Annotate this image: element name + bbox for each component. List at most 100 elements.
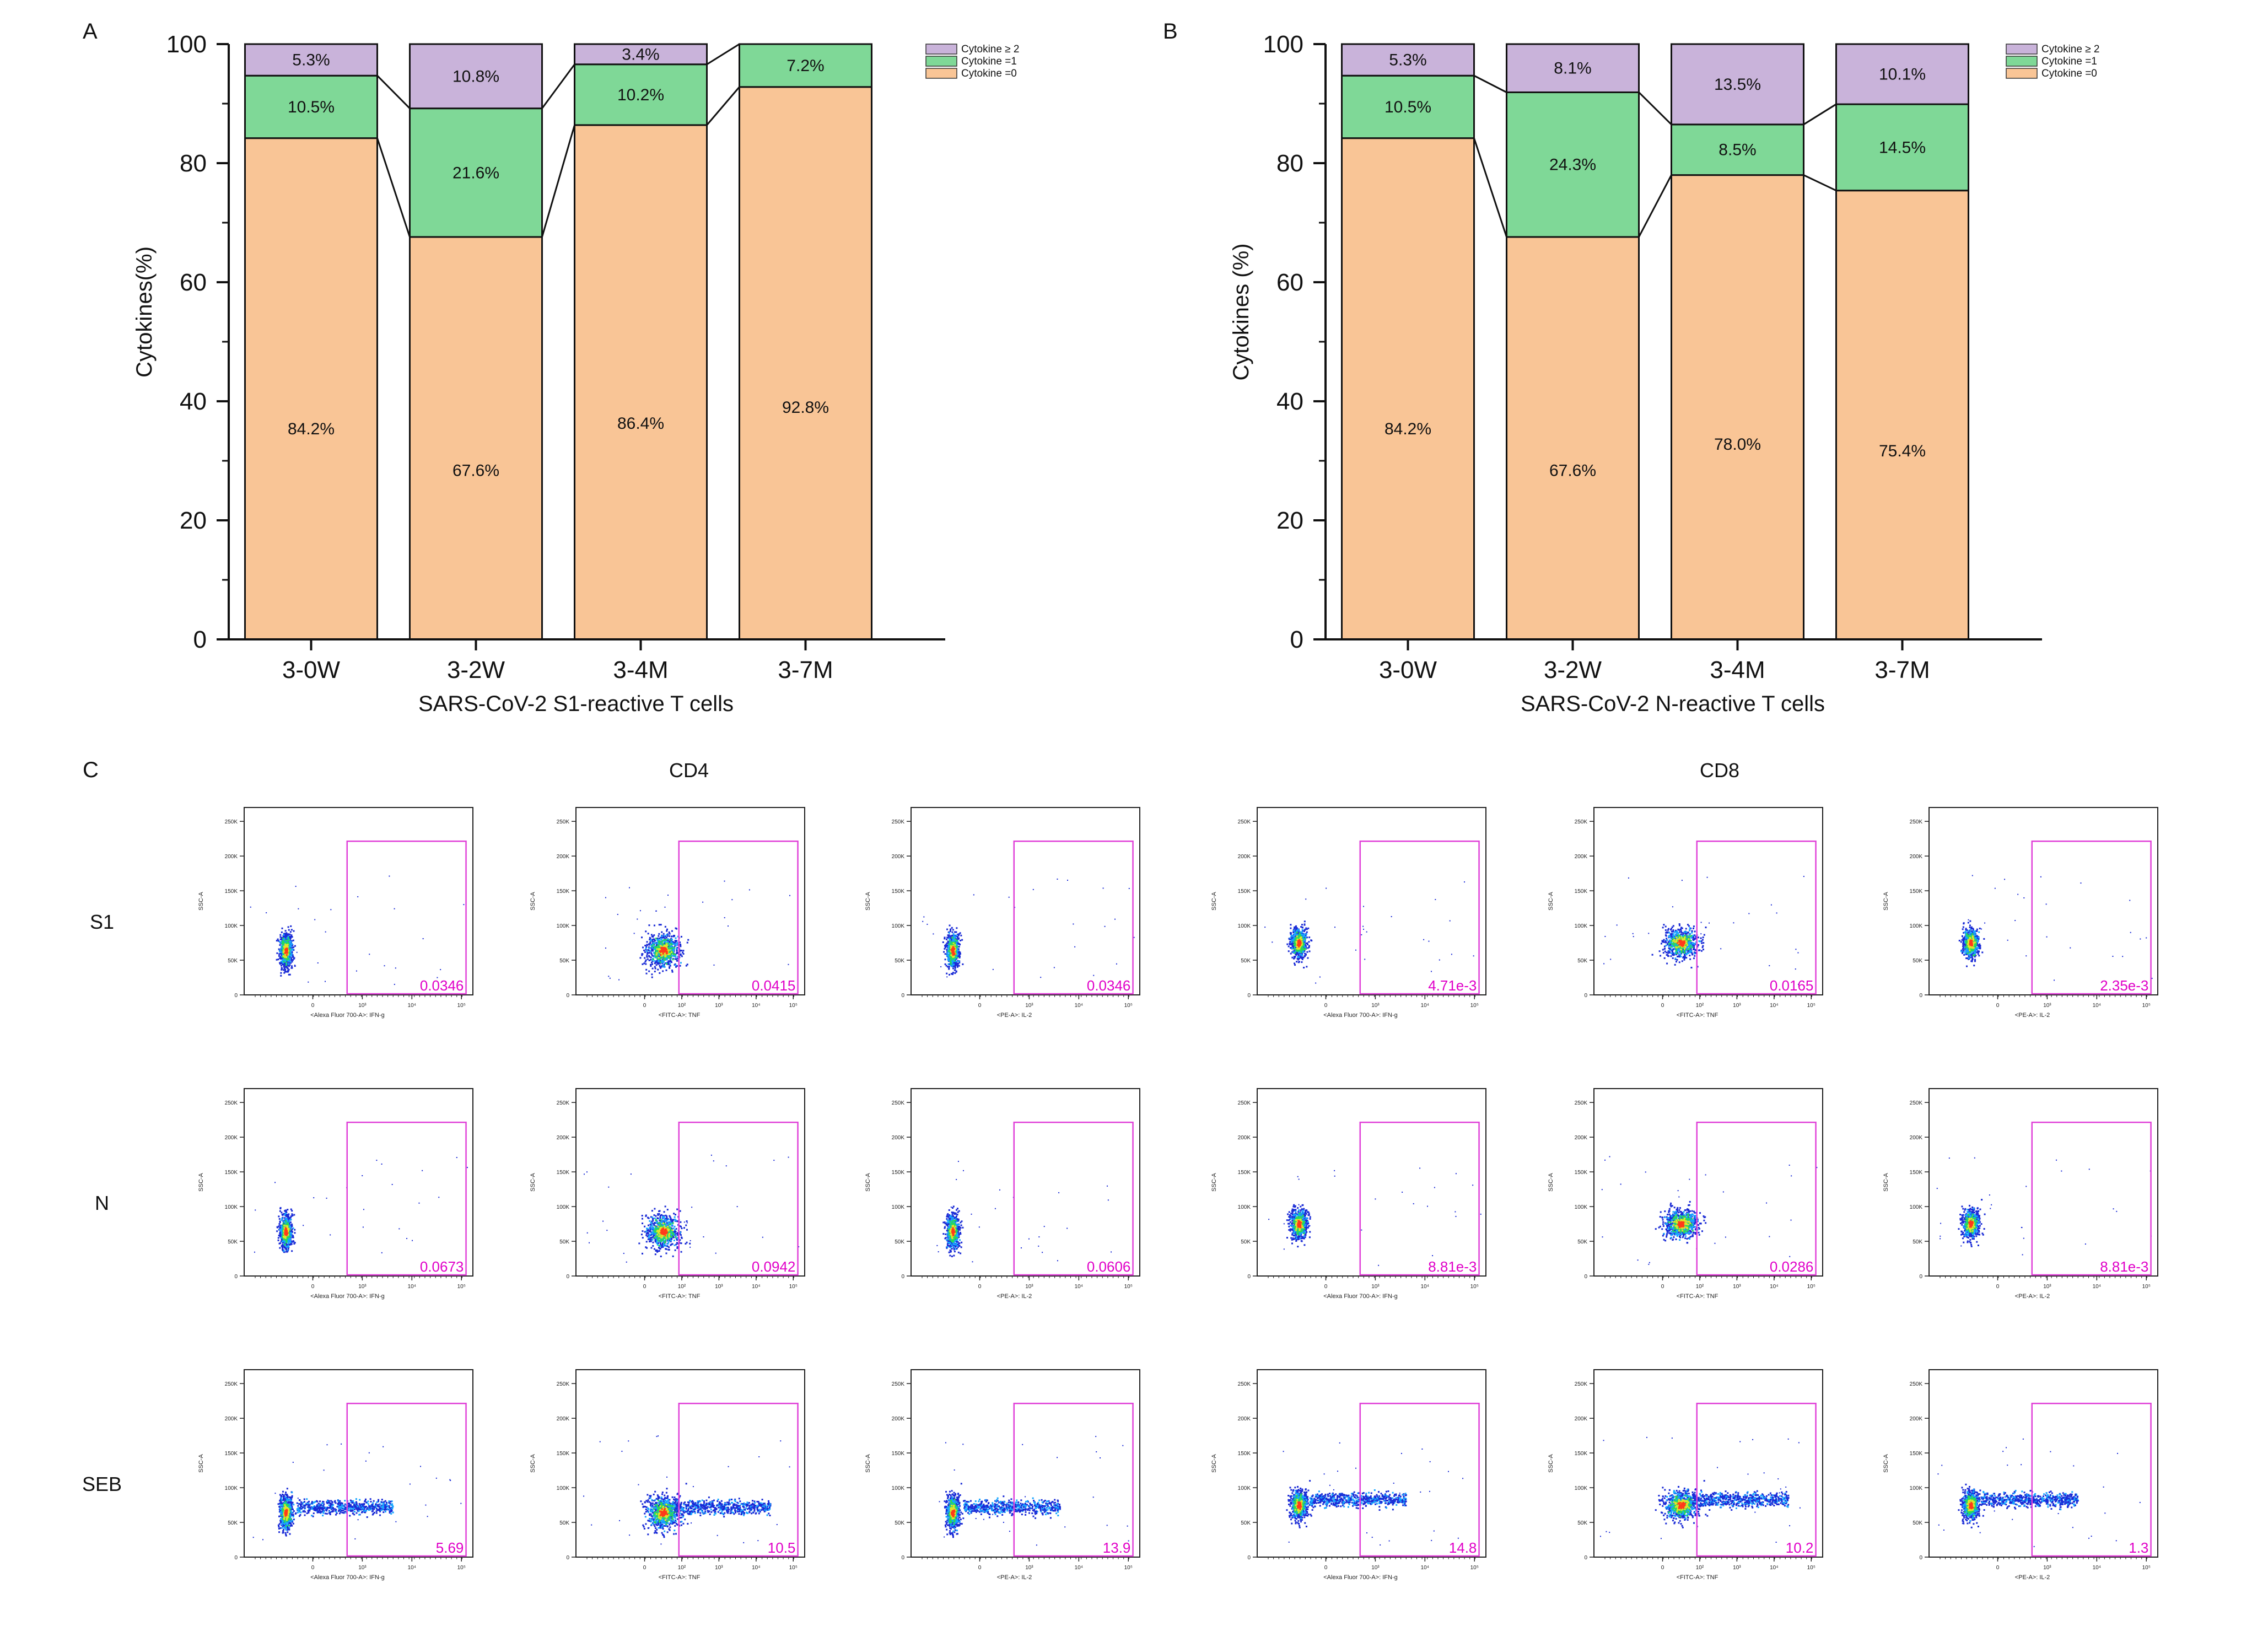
event-dot	[675, 965, 676, 966]
event-dot	[952, 929, 954, 930]
event-dot	[1663, 939, 1665, 941]
event-dot	[1300, 944, 1301, 946]
event-dot	[1302, 929, 1303, 931]
event-dot	[325, 932, 326, 933]
y-tick-label: 100	[166, 31, 207, 58]
event-dot	[1674, 964, 1676, 966]
event-dot	[645, 947, 647, 949]
legend-swatch	[926, 56, 957, 66]
event-dot	[1682, 960, 1683, 962]
event-dot	[661, 960, 663, 961]
event-dot	[1291, 944, 1293, 945]
event-dot	[666, 939, 667, 941]
event-dot	[648, 924, 650, 926]
event-dot	[713, 965, 714, 966]
y-tick-label: 250K	[892, 819, 905, 825]
event-dot	[1299, 961, 1300, 962]
event-dot	[951, 935, 953, 936]
event-dot	[1691, 932, 1693, 934]
event-dot	[953, 943, 955, 944]
event-dot	[645, 963, 647, 965]
event-dot	[1669, 950, 1671, 951]
event-dot	[1703, 949, 1704, 950]
event-dot	[668, 946, 669, 947]
event-dot	[1666, 952, 1667, 954]
event-dot	[667, 961, 669, 962]
panel-label: A	[83, 19, 98, 44]
event-dot	[950, 930, 951, 932]
legend-label: Cytokine =0	[961, 68, 1017, 79]
event-dot	[665, 926, 666, 928]
event-dot	[946, 939, 947, 940]
event-dot	[642, 963, 643, 965]
x-tick-label: 3-2W	[1544, 656, 1602, 683]
event-dot	[669, 957, 670, 959]
event-dot	[956, 935, 957, 936]
event-dot	[1689, 951, 1690, 953]
event-dot	[788, 964, 789, 965]
event-dot	[661, 950, 662, 952]
event-dot	[1305, 954, 1307, 955]
event-dot	[675, 938, 676, 939]
event-dot	[290, 934, 292, 936]
x-tick-label: 10²	[678, 1003, 686, 1009]
event-dot	[947, 966, 949, 968]
event-dot	[1702, 945, 1704, 947]
event-dot	[946, 973, 947, 974]
event-dot	[294, 965, 295, 966]
y-tick-label: 80	[1276, 150, 1303, 177]
event-dot	[1676, 959, 1678, 961]
event-dot	[669, 967, 670, 969]
event-dot	[1693, 957, 1695, 959]
event-dot	[649, 944, 650, 946]
event-dot	[440, 969, 441, 970]
event-dot	[1294, 964, 1296, 966]
event-dot	[290, 925, 292, 927]
y-tick-label: 60	[1276, 269, 1303, 296]
event-dot	[945, 946, 946, 948]
event-dot	[288, 970, 289, 972]
event-dot	[290, 931, 292, 933]
event-dot	[285, 939, 287, 941]
event-dot	[656, 954, 658, 956]
event-dot	[284, 952, 286, 954]
event-dot	[297, 952, 298, 953]
panel-label: B	[1163, 19, 1178, 44]
event-dot	[292, 959, 294, 961]
event-dot	[731, 899, 732, 900]
x-tick-label: 0	[1324, 1003, 1328, 1009]
event-dot	[1668, 936, 1670, 938]
event-dot	[276, 952, 278, 954]
event-dot	[1439, 960, 1440, 961]
event-dot	[641, 936, 643, 938]
event-dot	[1296, 932, 1298, 933]
event-dot	[944, 945, 946, 946]
event-dot	[659, 972, 660, 974]
event-dot	[656, 943, 658, 944]
event-dot	[1308, 941, 1310, 943]
event-dot	[962, 963, 963, 965]
event-dot	[1683, 933, 1684, 934]
x-tick-label: 3-0W	[1379, 656, 1437, 683]
event-dot	[1670, 955, 1672, 957]
connector-line	[542, 64, 575, 109]
event-dot	[952, 967, 954, 969]
event-dot	[653, 944, 655, 945]
event-dot	[1306, 932, 1308, 933]
event-dot	[629, 887, 630, 889]
event-dot	[649, 943, 651, 944]
event-dot	[659, 966, 661, 968]
event-dot	[266, 912, 267, 913]
event-dot	[1296, 927, 1298, 929]
event-dot	[644, 951, 646, 953]
event-dot	[1664, 947, 1666, 949]
event-dot	[1308, 936, 1310, 938]
event-dot	[960, 940, 961, 941]
event-dot	[681, 950, 682, 951]
connector-line	[1639, 175, 1672, 237]
event-dot	[655, 952, 656, 954]
event-dot	[643, 950, 645, 951]
event-dot	[1689, 955, 1690, 956]
panel-label: C	[83, 758, 99, 782]
x-axis-title: <PE-A>: IL-2	[997, 1012, 1032, 1019]
